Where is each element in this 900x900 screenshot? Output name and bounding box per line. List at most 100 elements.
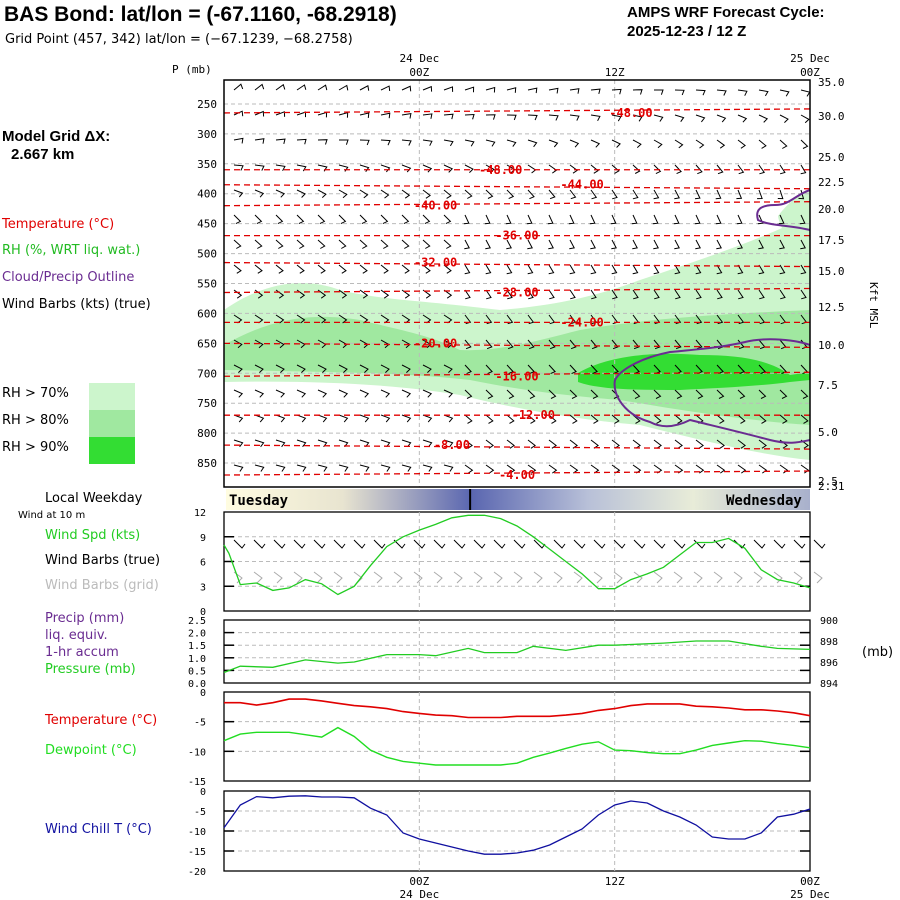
wind-barb (548, 464, 558, 474)
wind-barb (590, 139, 601, 148)
wind-barb (317, 364, 327, 373)
wind-barb-true (433, 539, 446, 549)
wind-barb (568, 214, 575, 225)
wind-barb (443, 414, 454, 423)
wind-barb (527, 464, 537, 474)
wind-barb (779, 239, 785, 250)
windchill-tick-label: 0 (200, 787, 206, 798)
pressure-unit-label: (mb) (862, 645, 894, 660)
wind-barb (569, 239, 575, 250)
wind-barb (611, 264, 618, 275)
wind-barb (737, 139, 746, 149)
wind-barb (548, 289, 555, 300)
wind-barb (716, 289, 723, 300)
wind-barb-true (693, 539, 706, 549)
wind-barb-grid (313, 571, 323, 584)
wind-barb (674, 114, 685, 122)
wind-barb (485, 139, 496, 147)
wind-barb (737, 89, 748, 96)
rh-80-region (224, 310, 810, 425)
wind-barb (506, 414, 515, 424)
temperature-contour (223, 108, 811, 114)
wind-barb (779, 464, 789, 474)
wind-barb (611, 414, 620, 424)
wind-barb (653, 189, 660, 200)
wind-barb (590, 164, 599, 174)
wind-barb (359, 189, 369, 199)
wind-barb (695, 464, 705, 474)
wind-barb (380, 112, 391, 119)
wind-barb (275, 364, 285, 373)
wind-barb (758, 139, 767, 149)
pressure-tick-label: 750 (197, 397, 217, 410)
wind-barb (485, 264, 492, 275)
wind-barb (443, 139, 454, 147)
wind-barb (548, 339, 556, 350)
wind-barb-true (713, 539, 726, 549)
legend-wind-barbs: Wind Barbs (kts) (true) (2, 297, 151, 312)
temperature-contour-label: -32.00 (414, 256, 457, 270)
pressure-tick-label: 900 (820, 616, 838, 627)
wind-barb (527, 414, 536, 424)
wind-barb (254, 138, 265, 144)
wind-barb (296, 214, 305, 225)
wind-barb (401, 164, 412, 173)
wind-barb (694, 214, 701, 225)
wind-barb (296, 414, 307, 423)
wind-barb (632, 189, 639, 200)
windchill-tick-label: -10 (188, 827, 206, 838)
wind-barb (737, 464, 747, 474)
local-weekday-label: Local Weekday (45, 491, 143, 506)
wind-barb (485, 189, 494, 199)
wind-speed-tick-label: 0 (200, 607, 206, 618)
wind-barb (779, 114, 789, 123)
wind-barb (401, 189, 411, 199)
wind-barb (380, 164, 391, 173)
legend-precip: Precip (mm) (45, 611, 125, 626)
wind-barb (758, 164, 766, 175)
wind-barb (233, 364, 243, 373)
wind-barb (506, 289, 513, 300)
wind-barb (695, 164, 703, 175)
top-time-label: 12Z (605, 66, 625, 79)
wind-barb (695, 314, 703, 325)
legend-pressure: Pressure (mb) (45, 662, 136, 677)
wind-barb (527, 87, 538, 94)
wind-barb (590, 339, 598, 350)
wind-barb (422, 339, 432, 349)
wind-barb (506, 114, 517, 121)
wind-barb (527, 164, 537, 174)
wind-barb-true (593, 539, 606, 549)
dewpoint-line (223, 726, 811, 766)
wind-speed-tick-label: 9 (200, 533, 206, 544)
wind-barb-true (473, 539, 486, 549)
wind-barb (359, 214, 368, 225)
legend-wind-speed: Wind Spd (kts) (45, 528, 141, 543)
wind-barb (674, 89, 685, 96)
bottom-time-label: 00Z (409, 875, 429, 888)
wind-barb-grid (793, 571, 803, 584)
wind-barb (485, 114, 496, 120)
rh-legend-70-swatch (89, 383, 135, 410)
wind-speed-line (223, 514, 811, 596)
wind-barb (338, 364, 348, 373)
wind-barb (590, 239, 596, 250)
wind-barb (674, 239, 680, 250)
legend-wind-barbs-grid: Wind Barbs (grid) (45, 578, 159, 593)
wind-barb (443, 86, 454, 92)
wind-barb (716, 364, 724, 375)
wind-barb (233, 389, 244, 398)
wind-barb (527, 289, 534, 300)
wind-barb (632, 164, 641, 174)
wind-barb (590, 289, 597, 300)
temp-tick-label: 0 (200, 688, 206, 699)
wind-barb-true (673, 539, 686, 549)
precip-tick-label: 2.0 (188, 629, 206, 640)
wind-barb (590, 364, 598, 375)
wind-barb (275, 138, 286, 145)
wind-barb (674, 414, 683, 424)
wind-barb (233, 289, 243, 299)
wind-barb (632, 139, 642, 148)
wind-barb (800, 139, 809, 149)
